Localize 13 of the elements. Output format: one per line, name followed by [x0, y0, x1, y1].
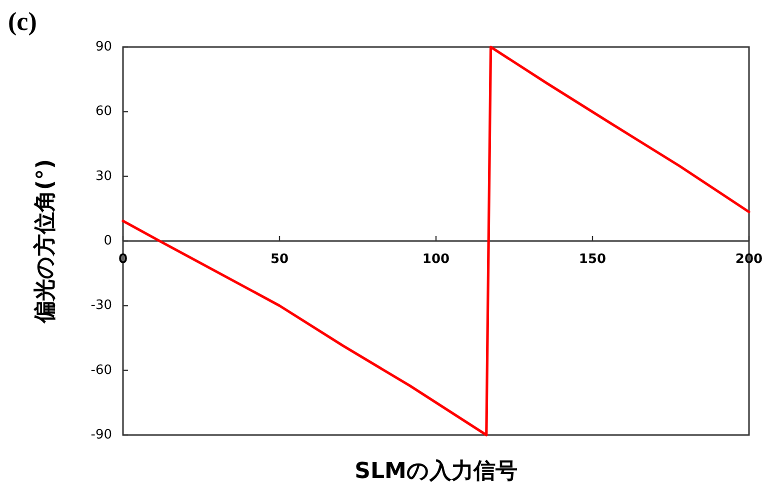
- y-tick-label: 0: [104, 234, 112, 248]
- x-tick-label: 150: [578, 252, 606, 267]
- y-tick-label: 30: [95, 168, 112, 184]
- y-tick-label: -30: [90, 298, 112, 314]
- y-tick-label: -90: [90, 428, 112, 442]
- y-tick-label: 60: [95, 104, 112, 120]
- text: (c): [8, 7, 37, 36]
- y-axis-title: 偏光の方位角(°): [32, 158, 58, 324]
- x-tick-label: 100: [422, 252, 450, 267]
- x-tick-label: 50: [270, 252, 289, 267]
- x-axis-title: SLMの入力信号: [354, 459, 518, 484]
- y-tick-label: 90: [95, 40, 112, 54]
- y-tick-label: -60: [90, 362, 112, 378]
